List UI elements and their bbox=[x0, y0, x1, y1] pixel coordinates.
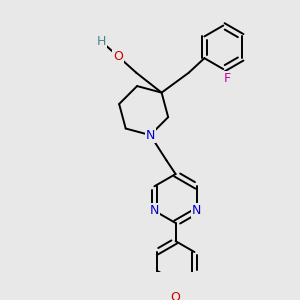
Text: O: O bbox=[113, 50, 123, 63]
Text: O: O bbox=[171, 291, 181, 300]
Text: N: N bbox=[192, 204, 202, 217]
Text: N: N bbox=[146, 129, 155, 142]
Text: H: H bbox=[97, 35, 106, 48]
Text: F: F bbox=[223, 72, 230, 85]
Text: N: N bbox=[150, 204, 159, 217]
